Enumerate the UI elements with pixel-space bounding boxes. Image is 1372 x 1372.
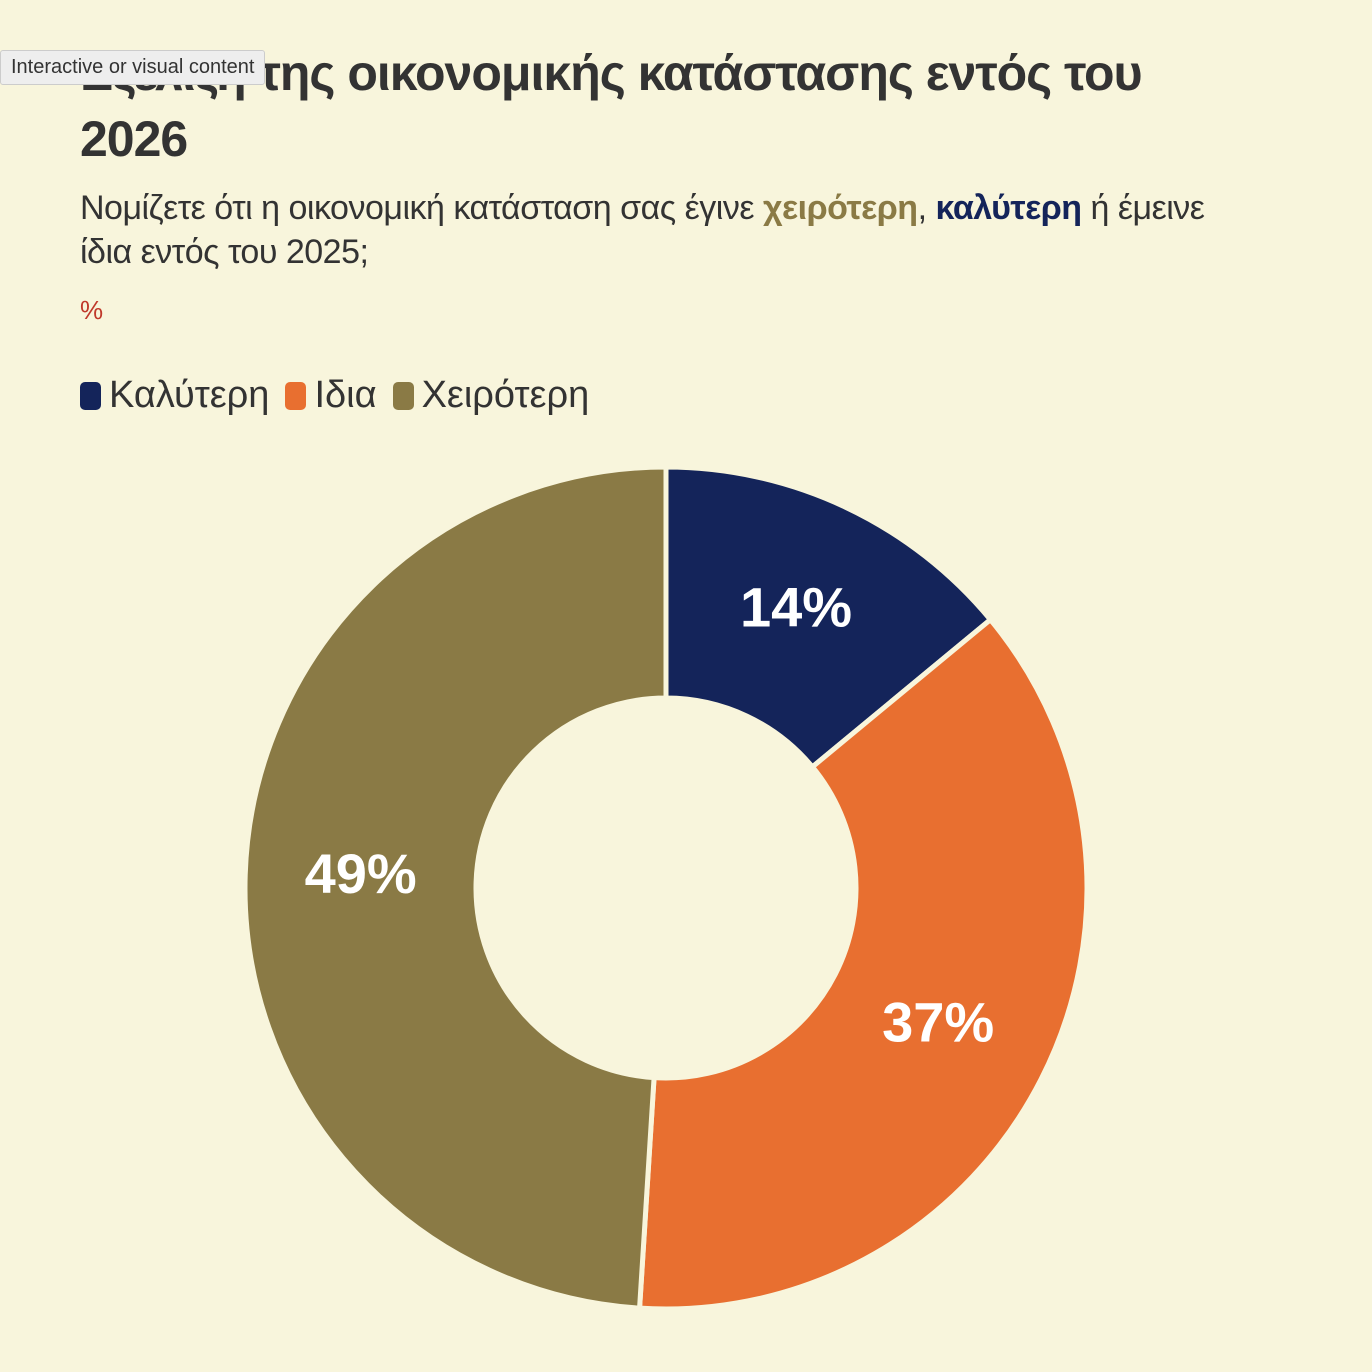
legend-item: Ιδια	[285, 374, 377, 417]
tooltip: Interactive or visual content	[0, 50, 266, 85]
donut-slice	[242, 464, 669, 1311]
subtitle-part: ή έμεινε ίδια εντός του 2025;	[80, 189, 1205, 271]
data-label: 37%	[882, 990, 994, 1053]
subtitle-part: καλύτερη	[935, 189, 1082, 227]
legend-label: Ιδια	[314, 374, 377, 416]
data-label: 49%	[305, 842, 417, 905]
subtitle-part: Νομίζετε ότι η οικονομική κατάσταση σας …	[80, 189, 763, 227]
legend-swatch	[80, 381, 101, 410]
legend-swatch	[392, 381, 414, 410]
chart-subtitle: Νομίζετε ότι η οικονομική κατάσταση σας …	[80, 186, 1260, 274]
data-label: 14%	[740, 575, 852, 638]
legend-label: Καλύτερη	[109, 374, 270, 416]
legend-label: Χειρότερη	[421, 374, 590, 416]
unit-label: %	[80, 295, 104, 325]
legend-swatch	[285, 381, 307, 410]
donut-slice	[663, 464, 993, 770]
subtitle-part: ,	[917, 189, 936, 227]
donut-slice	[637, 617, 1090, 1312]
legend-item: Καλύτερη	[80, 374, 269, 417]
subtitle-part: χειρότερη	[762, 189, 918, 227]
legend: Καλύτερη Ιδια Χειρότερη	[80, 374, 589, 417]
legend-item: Χειρότερη	[392, 374, 590, 417]
